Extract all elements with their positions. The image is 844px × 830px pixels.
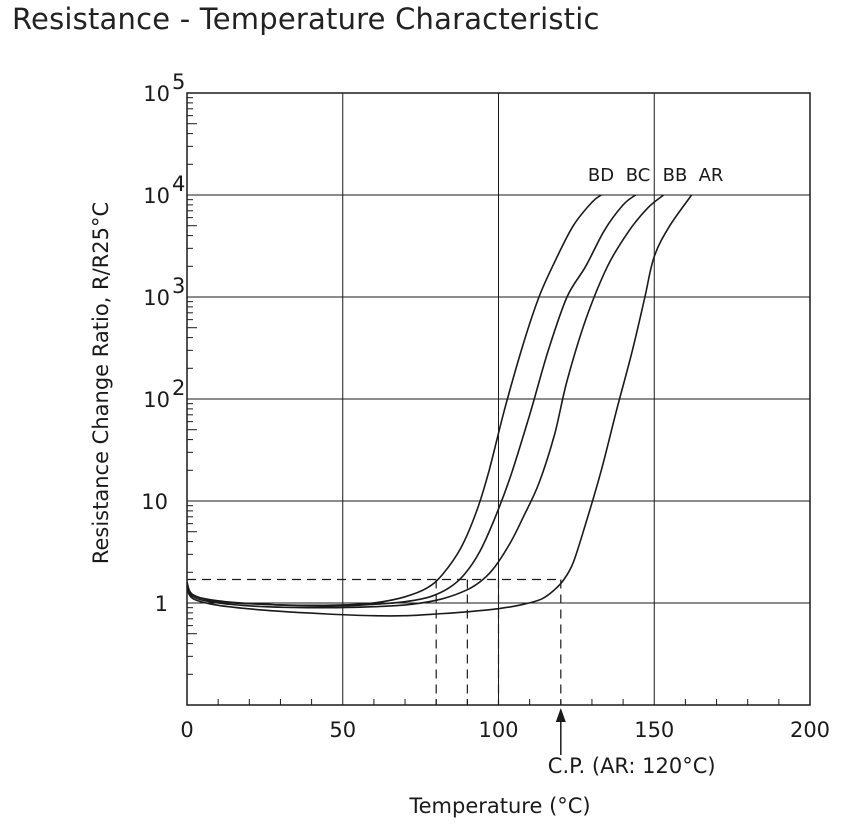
series-line-bd [186, 194, 602, 607]
y-tick-exponent: 5 [172, 70, 185, 94]
x-tick-label: 0 [180, 718, 193, 742]
chart-title: Resistance - Temperature Characteristic [12, 2, 600, 36]
annotation-cp-label: C.P. (AR: 120°C) [548, 754, 716, 778]
x-tick-label: 100 [478, 718, 518, 742]
y-tick-label: 10 [141, 490, 168, 514]
x-tick-label: 150 [634, 718, 674, 742]
series-label-bd: BD [588, 165, 614, 186]
series-line-bc [186, 194, 637, 608]
y-tick-label: 10 [143, 286, 170, 310]
y-tick-exponent: 2 [172, 376, 185, 400]
y-tick-label: 10 [143, 184, 170, 208]
plot-frame [186, 92, 811, 706]
y-tick-exponent: 3 [172, 274, 185, 298]
y-tick-label: 1 [155, 592, 168, 616]
y-axis-title: Resistance Change Ratio, R/R25°C [89, 202, 113, 564]
y-tick-label: 10 [143, 82, 170, 106]
x-tick-label: 50 [329, 718, 356, 742]
series-line-bb [186, 194, 665, 609]
series-group [186, 194, 693, 617]
minor-ticks [187, 97, 780, 705]
series-label-ar: AR [699, 165, 724, 186]
x-tick-labels: 0 50 100 150 200 [180, 718, 830, 742]
x-tick-label: 200 [790, 718, 830, 742]
y-tick-exponent: 4 [172, 172, 185, 196]
series-labels: BD BC BB AR [588, 165, 724, 186]
series-label-bb: BB [663, 165, 688, 186]
reference-lines [187, 578, 562, 705]
x-axis-title: Temperature (°C) [408, 794, 590, 818]
annotation-arrow-head [555, 708, 566, 722]
y-tick-label: 10 [143, 388, 170, 412]
series-line-ar [186, 194, 693, 617]
annotation-group: C.P. (AR: 120°C) [548, 708, 716, 778]
series-label-bc: BC [626, 165, 651, 186]
